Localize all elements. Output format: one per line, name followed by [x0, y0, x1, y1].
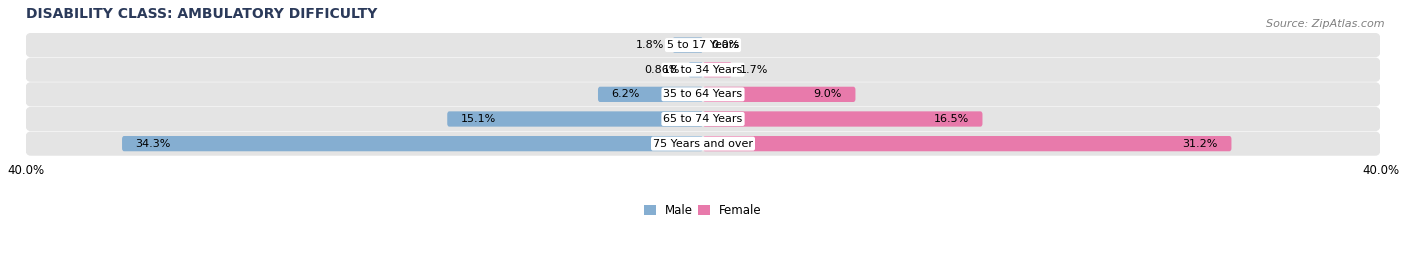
Text: 34.3%: 34.3%: [135, 139, 172, 149]
FancyBboxPatch shape: [25, 132, 1381, 156]
Text: 18 to 34 Years: 18 to 34 Years: [664, 65, 742, 75]
FancyBboxPatch shape: [447, 111, 703, 127]
Text: Source: ZipAtlas.com: Source: ZipAtlas.com: [1267, 19, 1385, 29]
Text: 75 Years and over: 75 Years and over: [652, 139, 754, 149]
FancyBboxPatch shape: [703, 111, 983, 127]
Text: 35 to 64 Years: 35 to 64 Years: [664, 89, 742, 99]
Text: 9.0%: 9.0%: [814, 89, 842, 99]
Text: 0.0%: 0.0%: [711, 40, 740, 50]
FancyBboxPatch shape: [703, 136, 1232, 151]
Text: 0.86%: 0.86%: [644, 65, 681, 75]
Text: 15.1%: 15.1%: [461, 114, 496, 124]
Text: 6.2%: 6.2%: [612, 89, 640, 99]
Text: 65 to 74 Years: 65 to 74 Years: [664, 114, 742, 124]
FancyBboxPatch shape: [689, 62, 703, 77]
FancyBboxPatch shape: [672, 38, 703, 53]
FancyBboxPatch shape: [25, 82, 1381, 106]
FancyBboxPatch shape: [25, 58, 1381, 82]
FancyBboxPatch shape: [25, 107, 1381, 131]
FancyBboxPatch shape: [122, 136, 703, 151]
Text: 31.2%: 31.2%: [1182, 139, 1218, 149]
Text: 1.7%: 1.7%: [741, 65, 769, 75]
FancyBboxPatch shape: [703, 87, 855, 102]
Text: DISABILITY CLASS: AMBULATORY DIFFICULTY: DISABILITY CLASS: AMBULATORY DIFFICULTY: [25, 7, 377, 21]
Text: 5 to 17 Years: 5 to 17 Years: [666, 40, 740, 50]
FancyBboxPatch shape: [25, 33, 1381, 57]
FancyBboxPatch shape: [703, 62, 731, 77]
Text: 16.5%: 16.5%: [934, 114, 969, 124]
Text: 1.8%: 1.8%: [636, 40, 664, 50]
Legend: Male, Female: Male, Female: [640, 199, 766, 222]
FancyBboxPatch shape: [598, 87, 703, 102]
